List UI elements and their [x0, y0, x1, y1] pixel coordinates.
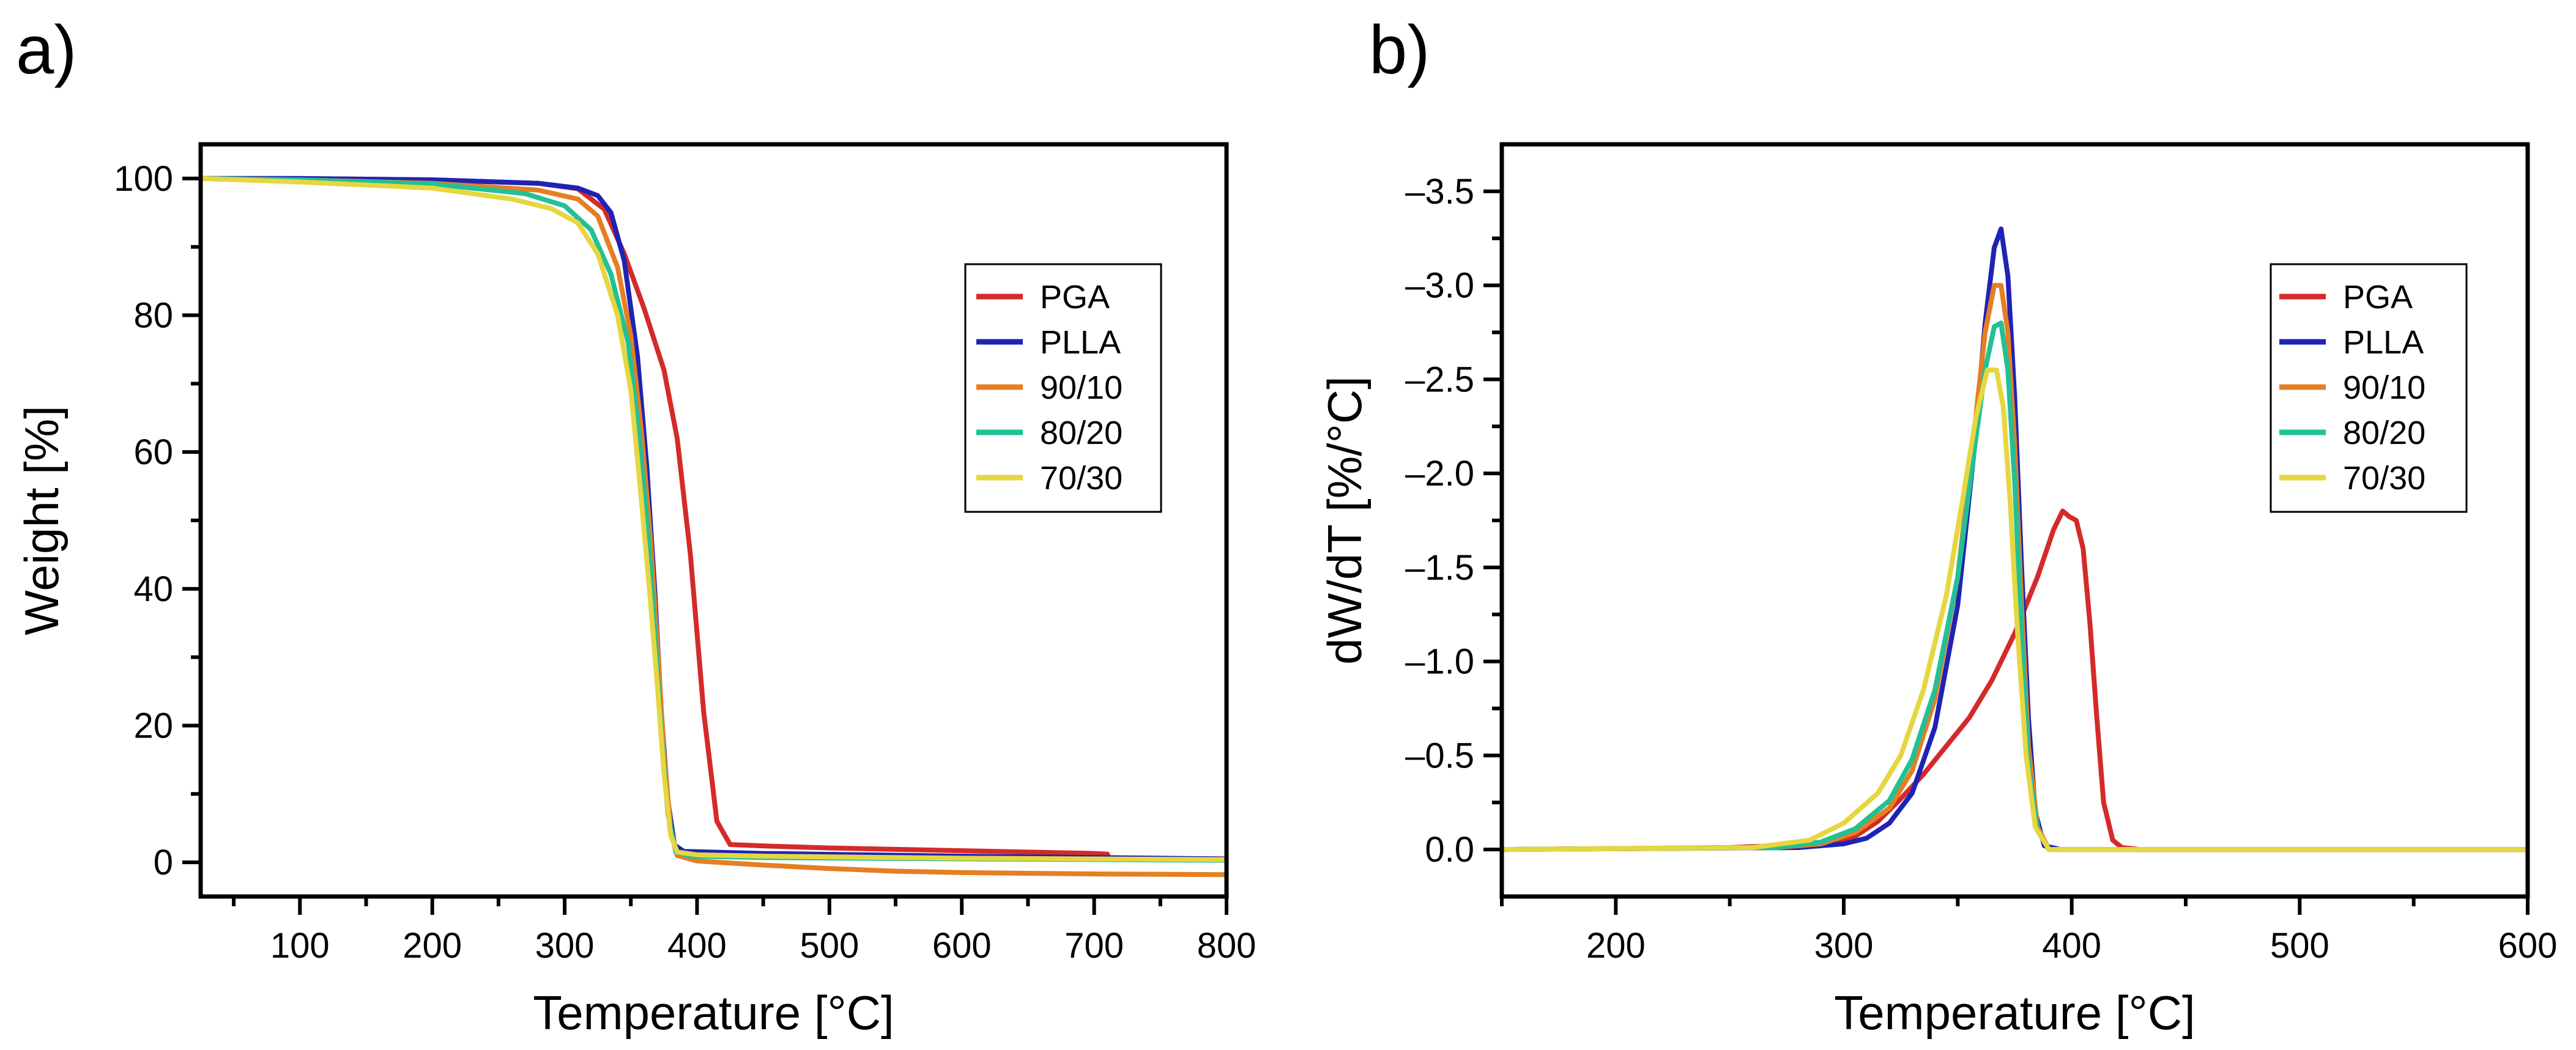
legend-label: 90/10	[2343, 369, 2426, 406]
x-tick-label: 800	[1197, 926, 1256, 966]
series-line-pga	[1502, 508, 2528, 852]
x-axis-title: Temperature [°C]	[533, 986, 894, 1040]
legend-label: 70/30	[2343, 460, 2426, 497]
legend-label: 90/10	[1040, 369, 1123, 406]
x-tick-label: 200	[1586, 926, 1646, 966]
panel-a-weight-chart: a) 100 200 300 400 500 600 700 800 0 20 40 60 80 100 Te…	[15, 12, 1256, 1040]
series-line-plla	[201, 176, 1227, 862]
legend-label: PLLA	[1040, 324, 1121, 361]
x-tick-label: 500	[800, 926, 859, 966]
y-tick-label: 20	[133, 706, 173, 745]
x-tick-label: 200	[403, 926, 462, 966]
x-tick-label: 400	[2042, 926, 2101, 966]
y-tick-label: –2.0	[1405, 454, 1474, 494]
series-line-70-30	[1502, 368, 2528, 852]
y-axis-title: Weight [%]	[15, 405, 69, 635]
legend-label: PGA	[2343, 279, 2413, 316]
y-tick-label: 0	[154, 843, 173, 882]
y-tick-label: –3.0	[1405, 266, 1474, 306]
series-group	[201, 176, 1227, 878]
y-axis-title: dW/dT [%/°C]	[1318, 376, 1372, 665]
y-tick-label: –1.5	[1405, 548, 1474, 588]
panel-b-derivative-chart: b) 200 300 400 500 600 0.0 –0.5 –1.0 –1.5 –2.0 –2.5…	[1318, 12, 2557, 1040]
x-tick-label: 500	[2270, 926, 2329, 966]
x-axis-title: Temperature [°C]	[1834, 986, 2195, 1040]
x-tick-label: 300	[535, 926, 595, 966]
legend-label: 70/30	[1040, 460, 1123, 497]
x-tick-label: 300	[1814, 926, 1874, 966]
y-tick-label: –2.5	[1405, 360, 1474, 399]
panel-label: a)	[16, 12, 77, 88]
y-tick-label: –0.5	[1405, 736, 1474, 775]
legend: PGA PLLA 90/10 80/20 70/30	[2270, 263, 2468, 513]
legend-label: PLLA	[2343, 324, 2424, 361]
legend-label: 80/20	[1040, 415, 1123, 451]
x-tick-label: 600	[2498, 926, 2558, 966]
legend: PGA PLLA 90/10 80/20 70/30	[964, 263, 1162, 513]
y-tick-label: –1.0	[1405, 642, 1474, 682]
x-tick-label: 700	[1064, 926, 1124, 966]
series-group	[1502, 226, 2528, 852]
x-tick-label: 600	[932, 926, 992, 966]
y-tick-label: 80	[133, 296, 173, 336]
panel-label: b)	[1369, 12, 1430, 88]
y-tick-label: 100	[114, 159, 173, 199]
x-tick-label: 400	[667, 926, 727, 966]
legend-label: 80/20	[2343, 415, 2426, 451]
x-tick-label: 100	[270, 926, 330, 966]
legend-label: PGA	[1040, 279, 1110, 316]
y-tick-label: 60	[133, 432, 173, 472]
y-tick-label: –3.5	[1405, 172, 1474, 212]
y-tick-label: 0.0	[1425, 830, 1474, 870]
series-line-70-30	[201, 176, 1227, 862]
y-tick-label: 40	[133, 569, 173, 609]
